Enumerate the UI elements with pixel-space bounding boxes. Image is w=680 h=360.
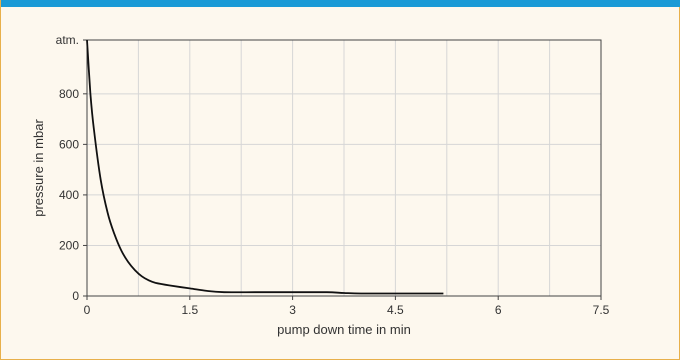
y-tick-label: 0 (72, 289, 79, 303)
x-tick-label: 3 (289, 303, 296, 317)
x-tick-label: 0 (84, 303, 91, 317)
accent-bar (1, 0, 680, 7)
grid (87, 40, 601, 296)
y-axis-label: pressure in mbar (31, 119, 46, 217)
x-tick-label: 7.5 (593, 303, 610, 317)
x-tick-label: 6 (495, 303, 502, 317)
x-tick-label: 1.5 (181, 303, 198, 317)
y-tick-label: 200 (59, 238, 79, 252)
y-tick-label: 400 (59, 188, 79, 202)
series-line-0 (86, 39, 444, 295)
series (86, 39, 444, 295)
plot-area (86, 39, 602, 297)
y-tick-label: 800 (59, 87, 79, 101)
y-tick-label: 600 (59, 137, 79, 151)
x-axis-label: pump down time in min (277, 322, 411, 337)
y-tick-label: atm. (56, 33, 79, 47)
axis-ticks: 0 1.5 3 4.5 6 7.5 0 200 400 600 800 atm. (56, 33, 610, 317)
x-tick-label: 4.5 (387, 303, 404, 317)
